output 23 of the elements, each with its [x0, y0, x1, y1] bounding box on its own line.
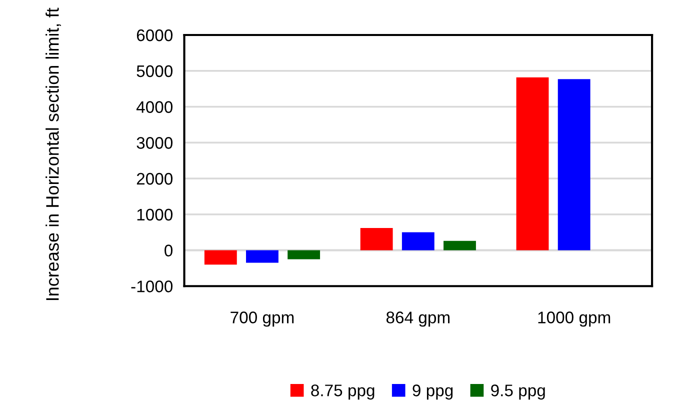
y-tick-label: 1000: [137, 208, 173, 221]
bar: [204, 250, 237, 265]
x-tick-label: 700 gpm: [230, 312, 294, 327]
y-tick-label: 3000: [136, 137, 173, 149]
bar: [402, 232, 434, 250]
y-tick-label: 2000: [136, 172, 173, 185]
bar: [360, 228, 393, 250]
legend-label: 8.75 ppg: [311, 384, 374, 400]
y-tick-label: 6000: [136, 29, 173, 42]
y-tick-label: 5000: [136, 65, 173, 78]
legend-label: 9 ppg: [412, 384, 453, 400]
x-tick-label: 864 gpm: [386, 312, 450, 327]
legend-label: 9.5 ppg: [491, 384, 545, 400]
bar: [246, 250, 278, 263]
y-tick-label: -1000: [131, 280, 173, 292]
y-tick-label: 0: [164, 244, 173, 256]
x-tick-label: 1000 gpm: [538, 312, 610, 327]
bar: [444, 240, 476, 250]
y-tick-label: 4000: [136, 101, 173, 113]
y-axis-title: Increase in Horizontal section limit, ft: [46, 8, 61, 300]
bar: [558, 79, 590, 250]
bar: [516, 77, 549, 250]
bar: [288, 250, 320, 260]
